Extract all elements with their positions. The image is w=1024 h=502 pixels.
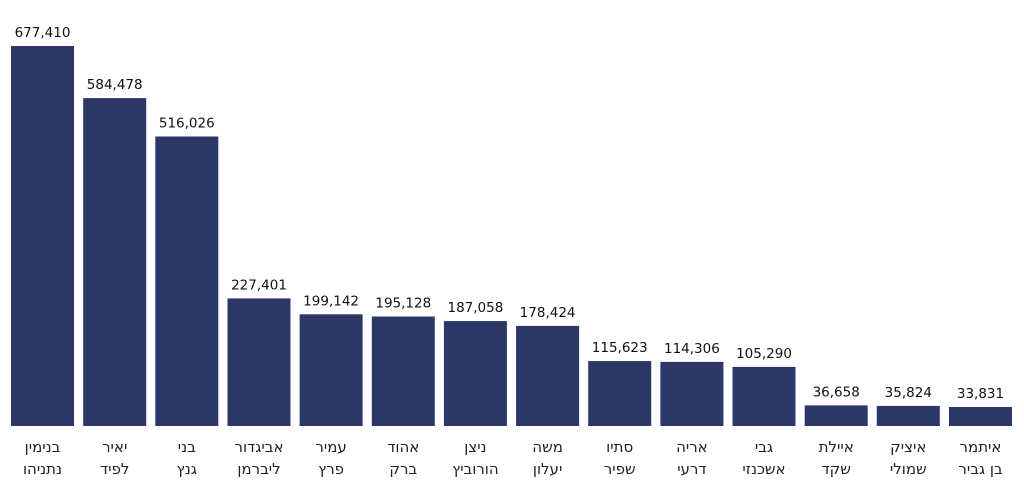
data-label-6: 187,058 <box>447 300 503 316</box>
bar-11 <box>804 405 868 426</box>
data-label-7: 178,424 <box>520 305 576 321</box>
tick-label-5-line-0: אהוד <box>387 438 419 456</box>
bar-7 <box>516 325 580 426</box>
data-label-3: 227,401 <box>231 277 287 293</box>
tick-label-12-line-0: איציק <box>890 438 926 456</box>
bar-0 <box>11 46 74 426</box>
bar-8 <box>588 361 652 426</box>
tick-label-5-line-1: ברק <box>389 460 417 478</box>
data-label-4: 199,142 <box>303 293 359 309</box>
data-label-10: 105,290 <box>736 346 792 362</box>
bar-9 <box>660 361 724 426</box>
data-label-1: 584,478 <box>87 77 143 93</box>
tick-label-11-line-1: שקד <box>821 460 850 478</box>
tick-label-2-line-1: גנץ <box>177 460 197 478</box>
tick-label-7-line-1: יעלון <box>533 460 562 478</box>
tick-label-0-line-0: בנימין <box>25 438 61 456</box>
tick-label-4-line-1: פרץ <box>318 460 344 478</box>
data-label-11: 36,658 <box>813 384 860 400</box>
data-label-13: 33,831 <box>957 386 1004 402</box>
tick-label-1-line-1: לפיד <box>100 460 129 478</box>
data-label-5: 195,128 <box>375 296 431 312</box>
tick-label-9-line-1: דרעי <box>677 460 706 478</box>
tick-label-13-line-0: איתמר <box>960 438 1002 456</box>
tick-label-6-line-1: הורוביץ <box>452 460 499 478</box>
tick-label-10-line-1: אשכנזי <box>742 460 785 478</box>
bar-4 <box>299 314 363 426</box>
bar-2 <box>155 136 219 426</box>
tick-label-9-line-0: אריה <box>676 438 708 456</box>
bar-13 <box>949 407 1012 426</box>
bar-6 <box>443 321 507 426</box>
tick-label-0-line-1: נתניהו <box>23 460 62 478</box>
tick-label-3-line-0: אביגדור <box>235 438 284 456</box>
data-label-9: 114,306 <box>664 341 720 357</box>
data-label-2: 516,026 <box>159 116 215 132</box>
bar-12 <box>876 405 940 426</box>
tick-label-11-line-0: איילת <box>819 438 854 456</box>
data-label-12: 35,824 <box>885 385 932 401</box>
tick-label-12-line-1: שמולי <box>890 460 927 478</box>
bar-3 <box>227 298 291 426</box>
data-label-8: 115,623 <box>592 340 648 356</box>
tick-label-8-line-1: שפיר <box>604 460 636 478</box>
tick-label-6-line-0: ניצן <box>464 438 486 456</box>
data-label-0: 677,410 <box>15 25 71 41</box>
tick-label-4-line-0: עמיר <box>315 438 346 456</box>
tick-label-2-line-0: בני <box>178 438 196 456</box>
tick-label-3-line-1: ליברמן <box>237 460 280 478</box>
bar-10 <box>732 366 796 426</box>
tick-label-13-line-1: בן גביר <box>958 460 1003 478</box>
tick-label-8-line-0: סתיו <box>606 438 633 456</box>
bar-1 <box>83 98 147 426</box>
tick-label-10-line-0: גבי <box>755 438 773 456</box>
tick-label-1-line-0: יאיר <box>102 438 127 456</box>
bar-5 <box>371 316 435 426</box>
tick-label-7-line-0: משה <box>532 438 563 456</box>
